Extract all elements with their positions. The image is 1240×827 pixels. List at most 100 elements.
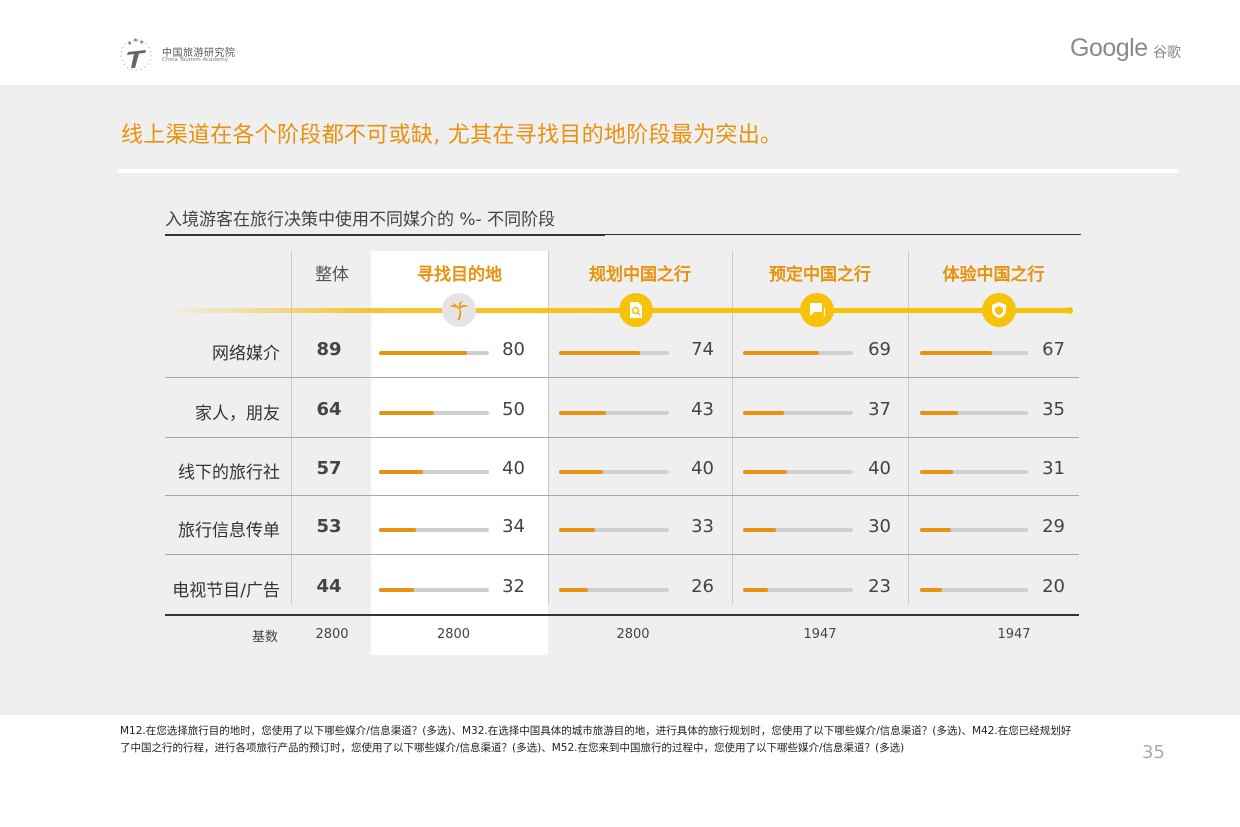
bar-track [379,470,489,474]
overall-value: 57 [316,458,342,479]
academy-name-cn: 中国旅游研究院 [162,48,236,59]
data-label: 35 [1042,399,1065,420]
data-label: 33 [691,516,714,537]
data-label: 69 [868,339,891,360]
shield-icon [982,293,1016,327]
timeline-end-dot [1066,307,1073,314]
base-value: 2800 [616,627,650,642]
bar-track [559,528,669,532]
bar-track [743,351,853,355]
column-header-stage: 预定中国之行 [769,265,871,285]
data-label: 74 [691,339,714,360]
bar [920,588,942,592]
bar [379,470,423,474]
question-footnote: M12.在您选择旅行目的地时，您使用了以下哪些媒介/信息渠道？(多选)、M32.… [120,725,1072,754]
data-label: 32 [502,576,525,597]
column-header-stage: 寻找目的地 [417,265,502,285]
svg-text:★: ★ [133,37,138,44]
slide-headline: 线上渠道在各个阶段都不可或缺, 尤其在寻找目的地阶段最为突出。 [121,123,783,148]
bar [559,588,588,592]
row-label: 电视节目/广告 [172,581,280,601]
academy-name-en: China Tourism Academy [162,57,229,63]
bar [743,528,776,532]
data-label: 31 [1042,458,1065,479]
data-label: 29 [1042,516,1065,537]
bar-track [920,351,1028,355]
bar [743,351,819,355]
row-label: 家人，朋友 [195,404,280,424]
bar-track [379,588,489,592]
bar-track [379,528,489,532]
table-bottom-rule [165,614,1079,616]
headline-divider [118,169,1178,173]
palm-tree-icon [442,293,476,327]
bar-track [920,411,1028,415]
row-label: 旅行信息传单 [178,521,280,541]
data-label: 67 [1042,339,1065,360]
data-label: 50 [502,399,525,420]
data-label: 26 [691,576,714,597]
search-document-icon [619,293,653,327]
bar [379,351,467,355]
column-header-stage: 规划中国之行 [589,265,691,285]
bar [559,470,603,474]
base-value: 1947 [997,627,1031,642]
bar-track [743,470,853,474]
google-logo-cn: 谷歌 [1153,45,1181,61]
bar [559,351,640,355]
bar [920,411,958,415]
row-divider [165,437,1079,438]
svg-text:★: ★ [139,39,144,46]
row-divider [165,377,1079,378]
column-divider [548,251,549,604]
bar [743,588,768,592]
slide-body: 线上渠道在各个阶段都不可或缺, 尤其在寻找目的地阶段最为突出。 入境游客在旅行决… [0,85,1240,715]
bar-track [743,528,853,532]
data-label: 43 [691,399,714,420]
bar [559,411,606,415]
bar-track [559,588,669,592]
data-label: 40 [502,458,525,479]
bar-track [743,588,853,592]
data-label: 23 [868,576,891,597]
bar [743,470,787,474]
bar [743,411,784,415]
column-divider [732,251,733,604]
data-label: 34 [502,516,525,537]
page-number: 35 [1142,742,1165,763]
bar [920,470,953,474]
bar-track [559,351,669,355]
row-label: 线下的旅行社 [178,463,280,483]
overall-value: 53 [316,516,342,537]
column-divider [908,251,909,604]
bar [379,411,434,415]
data-label: 37 [868,399,891,420]
column-header-stage: 体验中国之行 [942,265,1045,285]
base-value: 1947 [803,627,837,642]
bar-track [379,351,489,355]
row-divider [165,554,1079,555]
data-label: 20 [1042,576,1065,597]
china-tourism-academy-logo: ★ ★ ★ [120,37,152,71]
stage-timeline [165,308,1070,313]
page-header: ★ ★ ★ 中国旅游研究院 China Tourism Academy Goog… [0,0,1240,85]
chart-title-rule [165,234,1081,235]
bar-track [743,411,853,415]
bar [379,588,414,592]
base-value: 2800 [315,627,349,642]
data-label: 40 [868,458,891,479]
bar-track [379,411,489,415]
row-divider [165,495,1079,496]
bar-track [559,470,669,474]
bar-track [920,528,1028,532]
row-label: 网络媒介 [212,344,280,364]
overall-value: 44 [316,576,342,597]
data-label: 30 [868,516,891,537]
bar [920,528,951,532]
bar [920,351,992,355]
overall-value: 89 [316,339,342,360]
svg-text:★: ★ [127,40,132,47]
bar [379,528,416,532]
bar-track [559,411,669,415]
chart-title-rule-accent [165,234,605,236]
